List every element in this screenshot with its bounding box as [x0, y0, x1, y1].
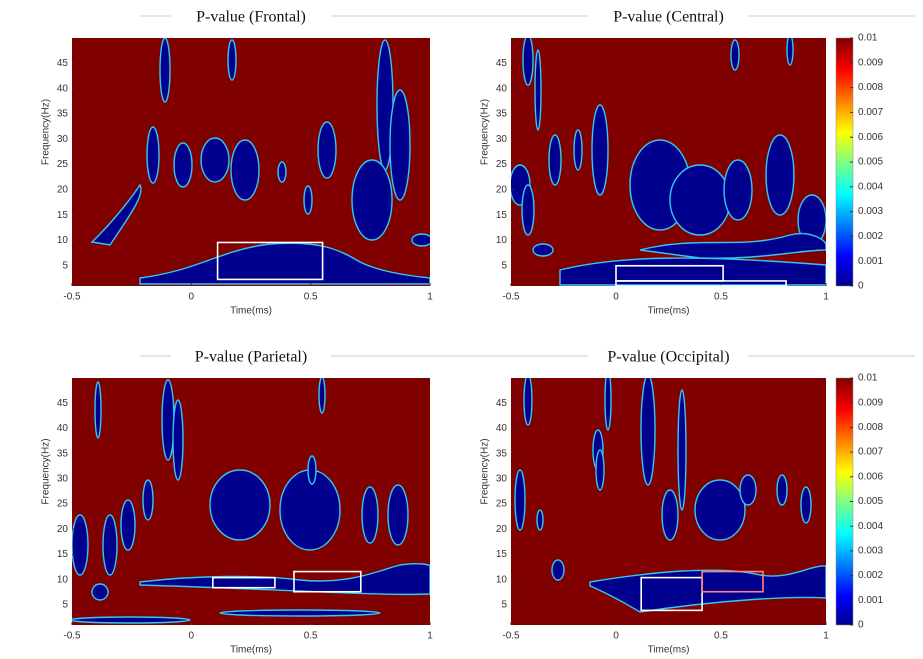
y-tick-label: 35	[496, 448, 508, 459]
y-tick-label: 40	[496, 423, 508, 434]
y-tick-label: 25	[57, 159, 69, 170]
x-tick-label: 0	[189, 631, 195, 642]
y-tick-label: 5	[62, 599, 68, 610]
y-tick-label: 30	[496, 134, 508, 145]
colorbar-tick-label: 0.008	[858, 82, 883, 93]
x-tick-label: 0	[189, 292, 195, 303]
colorbar-tick-label: 0.007	[858, 107, 883, 118]
colorbar-tick-label: 0.005	[858, 157, 883, 168]
x-tick-label: -0.5	[63, 631, 81, 642]
y-tick-label: 5	[501, 599, 507, 610]
colorbar-tick-label: 0.004	[858, 521, 883, 532]
x-tick-label: -0.5	[502, 292, 520, 303]
colorbar-tick-label: 0.003	[858, 206, 883, 217]
x-tick-label: -0.5	[502, 631, 520, 642]
x-axis-label: Time(ms)	[230, 645, 272, 656]
chart-title: P-value (Parietal)	[195, 349, 307, 366]
y-axis-label: Frequency(Hz)	[41, 438, 52, 504]
y-tick-label: 25	[496, 159, 508, 170]
y-tick-label: 20	[57, 524, 69, 535]
colorbar-tick-label: 0.002	[858, 231, 883, 242]
y-tick-label: 10	[496, 574, 508, 585]
x-tick-label: 1	[427, 292, 433, 303]
y-axis-label: Frequency(Hz)	[480, 99, 491, 165]
y-tick-label: 30	[496, 473, 508, 484]
x-axis-label: Time(ms)	[648, 645, 690, 656]
y-tick-label: 40	[496, 83, 508, 94]
title-bg	[588, 8, 749, 26]
y-tick-label: 20	[496, 184, 508, 195]
x-axis-label: Time(ms)	[648, 306, 690, 317]
y-tick-label: 35	[57, 448, 69, 459]
title-bg	[588, 348, 749, 366]
x-tick-label: 0	[613, 292, 619, 303]
colorbar-tick-label: 0.001	[858, 595, 883, 606]
significance-map	[90, 38, 430, 285]
chart-title: P-value (Central)	[613, 9, 724, 26]
highlight-box	[216, 241, 324, 281]
y-tick-label: 35	[57, 109, 69, 120]
y-tick-label: 45	[57, 58, 69, 69]
x-tick-label: 0.5	[714, 292, 728, 303]
x-axis-label: Time(ms)	[230, 306, 272, 317]
x-tick-label: -0.5	[63, 292, 81, 303]
title-bg	[171, 8, 331, 26]
title-bg	[171, 348, 331, 366]
colorbar-tick-label: 0.003	[858, 546, 883, 557]
y-axis-label: Frequency(Hz)	[41, 99, 52, 165]
y-tick-label: 40	[57, 423, 69, 434]
x-tick-label: 0.5	[304, 292, 318, 303]
colorbar-tick-label: 0.002	[858, 570, 883, 581]
y-tick-label: 5	[501, 260, 507, 271]
highlight-box	[212, 576, 276, 589]
colorbar-tick-label: 0.01	[858, 373, 878, 384]
colorbar-tick-label: 0.005	[858, 496, 883, 507]
y-tick-label: 5	[62, 260, 68, 271]
y-tick-label: 45	[496, 58, 508, 69]
highlight-box	[293, 570, 362, 593]
colorbar-tick-label: 0.009	[858, 397, 883, 408]
x-tick-label: 0.5	[714, 631, 728, 642]
y-tick-label: 10	[496, 235, 508, 246]
y-tick-label: 25	[57, 499, 69, 510]
y-tick-label: 15	[57, 210, 69, 221]
y-tick-label: 20	[57, 184, 69, 195]
colorbar-tick-label: 0.006	[858, 132, 883, 143]
y-tick-label: 15	[496, 549, 508, 560]
y-axis-label: Frequency(Hz)	[480, 438, 491, 504]
highlight-box	[701, 570, 764, 593]
y-tick-label: 15	[57, 549, 69, 560]
y-tick-label: 30	[57, 473, 69, 484]
y-tick-label: 35	[496, 109, 508, 120]
y-tick-label: 45	[496, 398, 508, 409]
x-tick-label: 1	[427, 631, 433, 642]
colorbar-tick-label: 0	[858, 620, 864, 631]
y-tick-label: 45	[57, 398, 69, 409]
colorbar-tick-label: 0.006	[858, 471, 883, 482]
colorbar-tick-label: 0.004	[858, 181, 883, 192]
y-tick-label: 10	[57, 235, 69, 246]
y-tick-label: 30	[57, 134, 69, 145]
y-tick-label: 10	[57, 574, 69, 585]
x-tick-label: 0	[613, 631, 619, 642]
colorbar-tick-label: 0.001	[858, 256, 883, 267]
colorbar-tick-label: 0.007	[858, 447, 883, 458]
x-tick-label: 1	[823, 631, 829, 642]
y-tick-label: 20	[496, 524, 508, 535]
colorbar-tick-label: 0	[858, 281, 864, 292]
y-tick-label: 25	[496, 499, 508, 510]
y-tick-label: 15	[496, 210, 508, 221]
colorbar-tick-label: 0.01	[858, 33, 878, 44]
highlight-box	[615, 280, 787, 287]
chart-title: P-value (Occipital)	[607, 349, 729, 366]
colorbar-tick-label: 0.008	[858, 422, 883, 433]
significance-map	[511, 38, 826, 286]
highlight-box	[640, 576, 703, 612]
colorbar-tick-label: 0.009	[858, 57, 883, 68]
y-tick-label: 40	[57, 83, 69, 94]
chart-title: P-value (Frontal)	[196, 9, 306, 26]
x-tick-label: 1	[823, 292, 829, 303]
x-tick-label: 0.5	[304, 631, 318, 642]
